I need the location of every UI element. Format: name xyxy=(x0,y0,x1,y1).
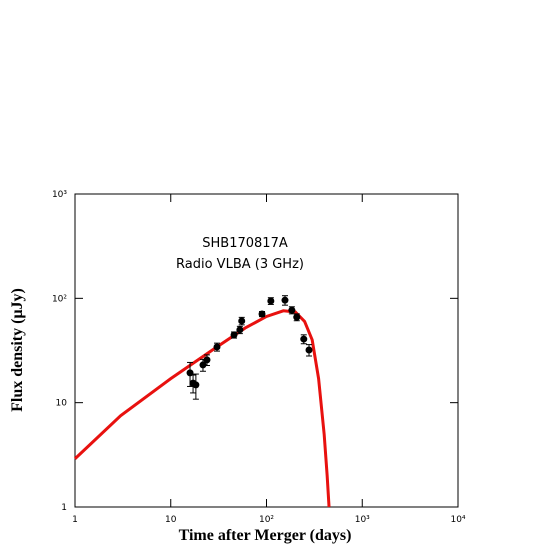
y-tick-label: 10² xyxy=(52,294,67,304)
y-tick-label: 10³ xyxy=(52,190,67,200)
x-tick-label: 10⁴ xyxy=(450,515,465,525)
y-tick-label: 10 xyxy=(56,399,68,409)
y-tick-label: 1 xyxy=(61,503,67,513)
y-axis-label: Flux density (μJy) xyxy=(9,288,26,412)
data-point xyxy=(230,331,238,339)
x-tick-label: 1 xyxy=(72,515,78,525)
data-point xyxy=(236,326,244,334)
data-point xyxy=(213,343,221,351)
data-point xyxy=(305,346,313,354)
data-point xyxy=(300,335,308,343)
data-point xyxy=(238,317,246,325)
x-tick-label: 10 xyxy=(165,515,177,525)
data-point xyxy=(203,356,211,364)
data-point xyxy=(192,381,200,389)
data-point xyxy=(258,310,266,318)
x-tick-label: 10³ xyxy=(355,515,370,525)
annotation: Radio VLBA (3 GHz) xyxy=(176,257,304,272)
model-line xyxy=(73,309,331,508)
data-point xyxy=(199,361,207,369)
annotation: SHB170817A xyxy=(202,236,288,251)
data-point xyxy=(293,313,301,321)
data-point xyxy=(281,296,289,304)
data-point xyxy=(267,297,275,305)
x-axis-label: Time after Merger (days) xyxy=(179,527,352,544)
x-tick-label: 10² xyxy=(259,515,274,525)
data-point xyxy=(288,306,296,314)
